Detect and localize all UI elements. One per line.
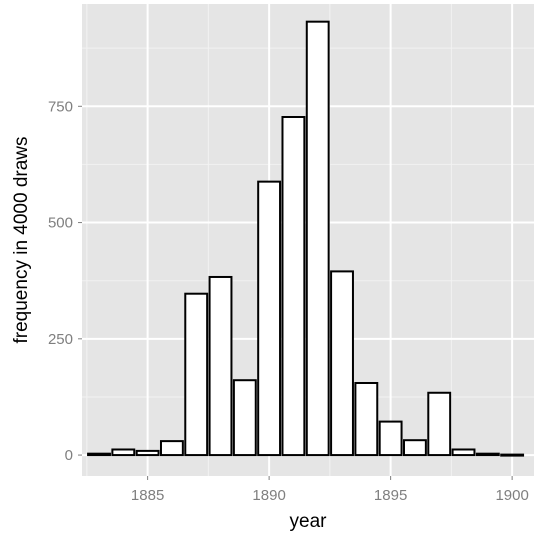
bar-1889 [232, 379, 257, 457]
bar-1884 [111, 448, 136, 457]
y-tick-label: 250 [48, 331, 73, 348]
x-tick-label: 1885 [131, 487, 164, 504]
y-tick-label: 500 [48, 215, 73, 232]
bar-1893 [330, 270, 354, 457]
bar-1888 [208, 275, 233, 457]
bar-1898 [451, 448, 476, 457]
bar-1894 [354, 381, 379, 457]
y-axis: 0 250 500 750 [48, 98, 82, 464]
bar-1900 [500, 453, 525, 457]
bar-1891 [281, 116, 306, 457]
y-tick-label: 0 [65, 447, 73, 464]
bar-1895 [378, 420, 403, 457]
x-tick-label: 1890 [252, 487, 285, 504]
x-axis: 1885 1890 1895 1900 [131, 476, 529, 504]
bar-1886 [159, 440, 184, 457]
bar-1899 [475, 452, 500, 457]
y-axis-title: frequency in 4000 draws [11, 136, 32, 343]
bar-1885 [135, 449, 160, 457]
y-tick-label: 750 [48, 98, 73, 115]
x-axis-title: year [290, 511, 328, 532]
bar-1887 [184, 292, 209, 457]
bar-1896 [402, 439, 427, 457]
bar-1892 [305, 20, 330, 457]
bar-1890 [257, 180, 282, 457]
x-tick-label: 1900 [495, 487, 528, 504]
bars [87, 20, 525, 457]
bar-1883 [87, 452, 111, 457]
bar-1897 [427, 391, 452, 457]
x-tick-label: 1895 [374, 487, 407, 504]
